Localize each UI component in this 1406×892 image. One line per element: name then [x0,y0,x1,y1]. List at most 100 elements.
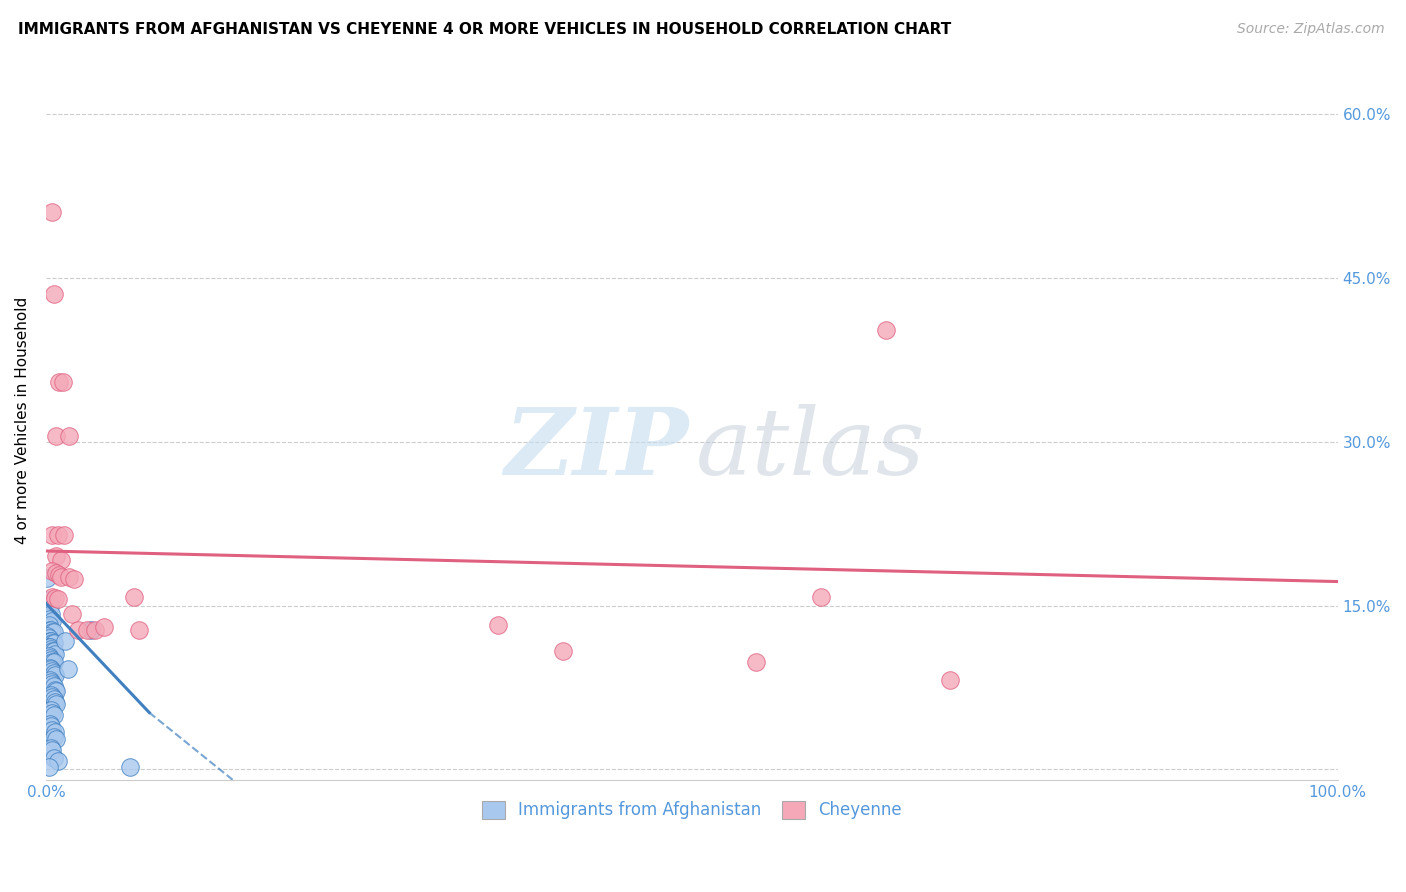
Point [67,623,90,637]
Point [76,623,98,637]
Point [41,723,63,737]
Point [48,375,70,389]
Point [42,679,65,693]
Point [41,205,63,219]
Point [39,653,62,667]
Point [38,673,60,687]
Legend: Immigrants from Afghanistan, Cheyenne: Immigrants from Afghanistan, Cheyenne [475,794,908,826]
Point [45,731,67,746]
Point [44,647,66,661]
Point [38,760,60,774]
Point [37,599,59,613]
Point [63,573,86,587]
Point [118,760,141,774]
Point [39,688,62,702]
Point [39,719,62,733]
Point [45,549,67,564]
Point [44,695,66,709]
Point [58,570,80,584]
Point [41,636,63,650]
Y-axis label: 4 or more Vehicles in Household: 4 or more Vehicles in Household [15,296,30,543]
Point [38,640,60,654]
Point [38,623,60,637]
Point [45,429,67,443]
Point [44,725,66,739]
Point [38,633,60,648]
Point [38,716,60,731]
Text: IMMIGRANTS FROM AFGHANISTAN VS CHEYENNE 4 OR MORE VEHICLES IN HOUSEHOLD CORRELAT: IMMIGRANTS FROM AFGHANISTAN VS CHEYENNE … [18,22,952,37]
Point [46,592,69,607]
Point [939,673,962,687]
Point [41,624,63,639]
Point [42,707,65,722]
Point [52,375,75,389]
Point [84,623,107,637]
Point [41,656,63,670]
Text: Source: ZipAtlas.com: Source: ZipAtlas.com [1237,22,1385,37]
Point [38,661,60,675]
Point [41,742,63,756]
Point [42,656,65,670]
Point [48,568,70,582]
Point [38,612,60,626]
Point [41,614,63,628]
Point [38,648,60,663]
Point [122,590,145,604]
Point [38,632,60,646]
Point [128,623,150,637]
Point [53,527,76,541]
Point [39,607,62,622]
Point [486,618,509,632]
Point [44,682,66,697]
Point [53,633,76,648]
Point [42,730,65,744]
Point [38,599,60,613]
Point [41,590,63,604]
Point [38,593,60,607]
Point [46,527,69,541]
Point [39,675,62,690]
Point [42,624,65,639]
Point [42,692,65,706]
Point [39,740,62,755]
Point [41,644,63,658]
Point [38,618,60,632]
Point [38,651,60,665]
Point [44,668,66,682]
Point [37,571,59,585]
Point [39,662,62,676]
Point [41,527,63,541]
Point [41,690,63,705]
Point [551,644,574,658]
Point [39,642,62,657]
Point [810,590,832,604]
Point [60,607,83,622]
Point [41,664,63,678]
Point [41,564,63,578]
Point [56,662,79,676]
Point [41,706,63,720]
Point [51,552,73,566]
Point [80,623,103,637]
Point [42,666,65,681]
Text: atlas: atlas [696,404,925,494]
Point [875,323,897,337]
Point [745,656,768,670]
Point [45,566,67,580]
Point [42,751,65,765]
Point [39,703,62,717]
Point [93,620,115,634]
Point [42,644,65,658]
Point [42,636,65,650]
Text: ZIP: ZIP [503,404,688,494]
Point [39,623,62,637]
Point [39,633,62,648]
Point [37,629,59,643]
Point [58,429,80,443]
Point [42,287,65,301]
Point [44,591,66,605]
Point [37,620,59,634]
Point [38,640,60,654]
Point [51,570,73,584]
Point [46,754,69,768]
